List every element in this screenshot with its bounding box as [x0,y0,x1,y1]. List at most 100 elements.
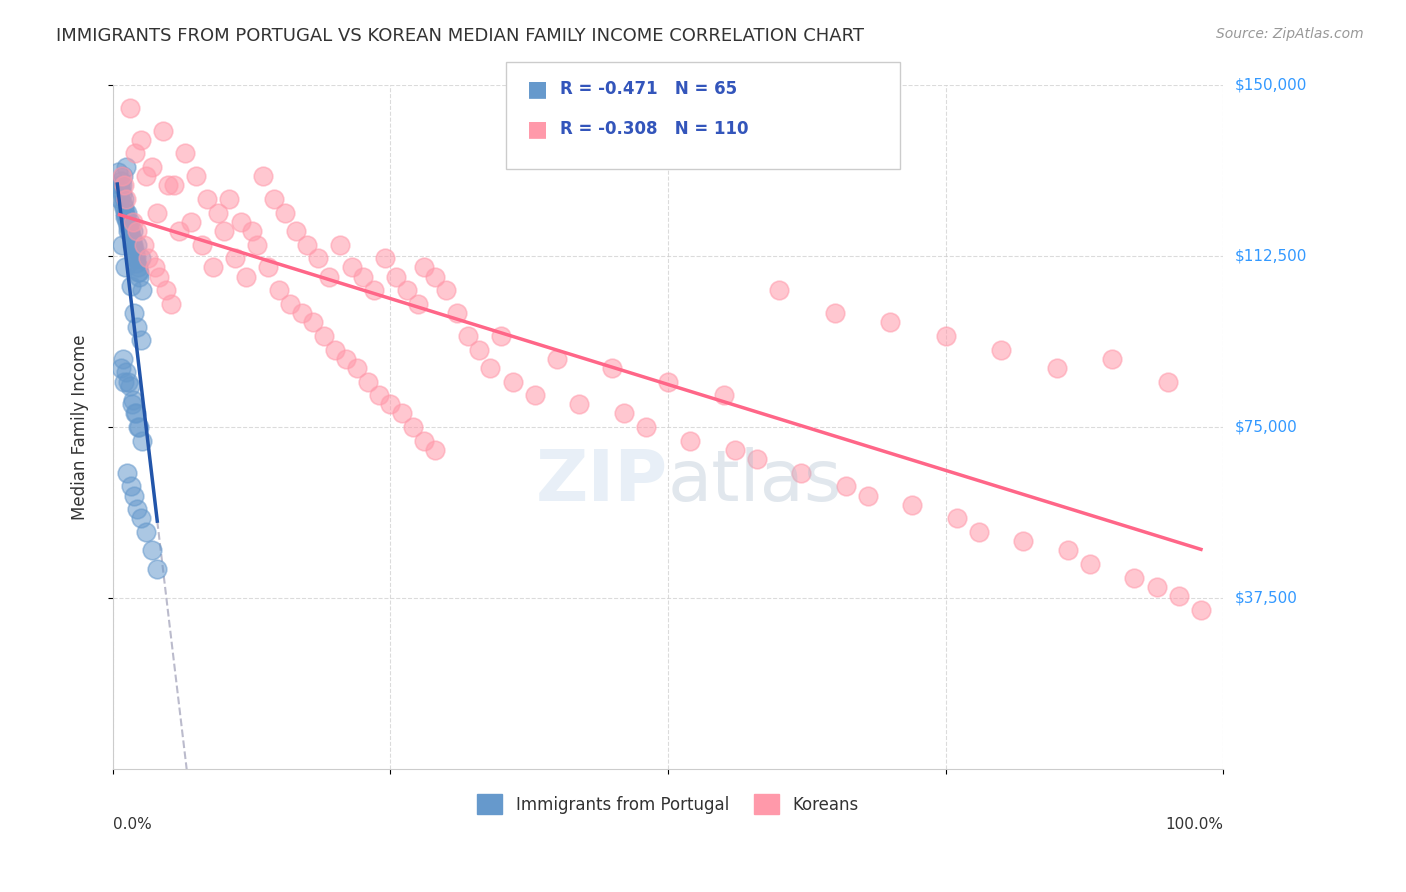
Point [127,420,149,434]
Point [111,169,134,184]
Text: ■: ■ [527,120,548,139]
Point [523,388,546,402]
Point [352,269,374,284]
Point [131,434,153,448]
Point [118,215,141,229]
Point [190,237,212,252]
Point [568,397,591,411]
Point [129,334,152,348]
Point [1146,580,1168,594]
Point [1012,534,1035,549]
Point [120,479,142,493]
Point [745,452,768,467]
Point [120,278,142,293]
Point [252,169,274,184]
Point [318,269,340,284]
Point [990,343,1012,357]
Point [374,252,396,266]
Point [269,283,291,297]
Point [246,237,269,252]
Point [108,178,131,193]
Point [391,407,413,421]
Point [502,375,524,389]
Point [143,260,166,275]
Point [396,283,419,297]
Point [363,283,385,297]
Point [124,407,146,421]
Point [240,224,263,238]
Point [613,407,636,421]
Point [546,351,568,366]
Point [122,489,145,503]
Point [121,237,143,252]
Point [121,392,143,407]
Point [385,269,408,284]
Point [301,315,323,329]
Text: $37,500: $37,500 [1234,591,1298,606]
Point [115,211,138,225]
Point [824,306,846,320]
Point [115,192,138,206]
Point [146,205,169,219]
Point [768,283,790,297]
Point [129,511,152,525]
Legend: Immigrants from Portugal, Koreans: Immigrants from Portugal, Koreans [470,786,868,822]
Point [129,133,152,147]
Point [110,174,132,188]
Point [111,187,134,202]
Point [122,306,145,320]
Point [1056,543,1078,558]
Point [329,237,352,252]
Point [184,169,207,184]
Point [1167,589,1189,603]
Point [340,260,363,275]
Point [346,360,368,375]
Point [121,237,143,252]
Text: Source: ZipAtlas.com: Source: ZipAtlas.com [1216,27,1364,41]
Text: ZIP: ZIP [536,448,668,516]
Point [235,269,257,284]
Point [657,375,679,389]
Point [412,260,434,275]
Point [174,146,197,161]
Point [122,242,145,256]
Point [118,101,141,115]
Point [879,315,901,329]
Point [120,228,142,243]
Point [335,351,357,366]
Point [121,224,143,238]
Point [224,252,246,266]
Point [128,420,150,434]
Point [127,260,149,275]
Point [127,502,149,516]
Point [125,252,148,266]
Point [229,215,252,229]
Text: R = -0.471   N = 65: R = -0.471 N = 65 [560,80,737,98]
Point [945,511,967,525]
Point [112,178,135,193]
Point [108,192,131,206]
Point [124,252,146,266]
Point [401,420,423,434]
Point [128,265,150,279]
Point [117,205,139,219]
Point [146,561,169,575]
Point [291,306,314,320]
Point [124,146,146,161]
Point [111,169,134,184]
Point [111,237,134,252]
Point [117,215,139,229]
Point [114,205,136,219]
Point [723,442,745,457]
Point [114,211,136,225]
Point [713,388,735,402]
Point [118,224,141,238]
Point [117,466,139,480]
Point [201,260,224,275]
Point [117,219,139,234]
Point [112,201,135,215]
Text: R = -0.308   N = 110: R = -0.308 N = 110 [560,120,748,138]
Point [434,283,457,297]
Text: 0.0%: 0.0% [112,817,152,832]
Point [118,379,141,393]
